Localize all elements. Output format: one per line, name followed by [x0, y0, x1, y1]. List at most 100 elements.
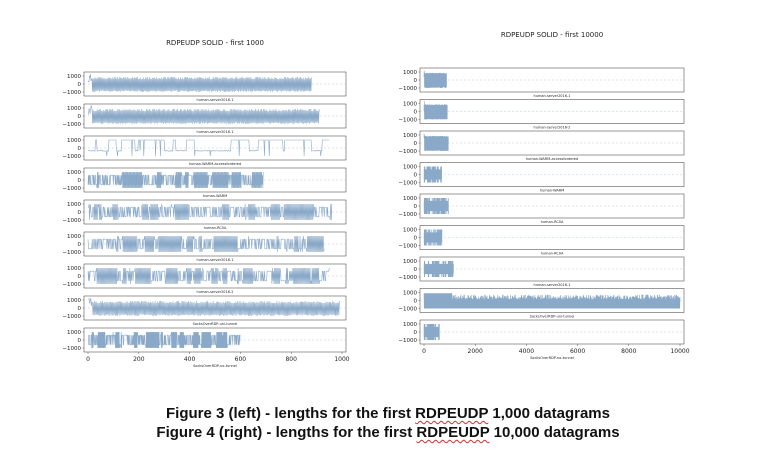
y-tick-label: −1000	[398, 307, 417, 313]
series-trace	[423, 323, 440, 341]
y-tick-label: 0	[414, 110, 418, 116]
x-tick-label: 800	[285, 356, 297, 363]
y-tick-label: −1000	[62, 250, 81, 256]
subplot-label: human-WARM-accessfordered	[189, 162, 241, 166]
y-tick-label: −1000	[62, 186, 81, 192]
y-tick-label: 1000	[67, 170, 81, 176]
subplot-9: 1000 0 −1000 0 200 400 600 800 1000 SocksOverRDP-…	[62, 327, 350, 368]
y-tick-label: 1000	[403, 228, 417, 234]
series-trace	[423, 134, 449, 151]
x-axis-label: SocksOverRDP-no-tunnel	[530, 356, 574, 360]
y-tick-label: 0	[78, 338, 82, 344]
y-tick-label: −1000	[398, 149, 417, 155]
chart-title: RDPEUDP SOLID - first 10000	[501, 31, 603, 39]
series-trace	[87, 267, 330, 285]
y-tick-label: −1000	[62, 314, 81, 320]
y-tick-label: 0	[78, 178, 82, 184]
subplot-3: 1000 0 −1000 human-WARM-accessfordered	[398, 130, 685, 161]
rdpeudp-term: RDPEUDP	[415, 405, 489, 422]
subplot-label: human-server2016-1	[197, 130, 234, 134]
y-tick-label: 1000	[67, 298, 81, 304]
series-trace	[87, 104, 320, 124]
x-tick-label: 400	[184, 356, 196, 363]
y-tick-label: 0	[78, 114, 82, 120]
figure-3-caption: Figure 3 (left) - lengths for the first …	[166, 405, 610, 422]
chart-1: RDPEUDP SOLID - first 1000 1000 0 −1000 huma…	[62, 39, 349, 368]
y-tick-label: 1000	[403, 259, 417, 265]
y-tick-label: −1000	[62, 282, 81, 288]
y-tick-label: −1000	[398, 212, 417, 218]
y-tick-label: 1000	[403, 322, 417, 328]
y-tick-label: 1000	[403, 102, 417, 108]
subplot-6: 1000 0 −1000 human-RC0A	[398, 225, 685, 256]
y-tick-label: 0	[78, 146, 82, 152]
y-tick-label: −1000	[62, 218, 81, 224]
y-tick-label: 0	[414, 204, 418, 210]
y-tick-label: 1000	[403, 165, 417, 171]
series-trace	[88, 203, 333, 221]
x-tick-label: 0	[86, 356, 90, 363]
x-axis-label: SocksOverRDP-no-tunnel	[193, 364, 237, 368]
y-tick-label: 0	[78, 306, 82, 312]
y-tick-label: 0	[414, 78, 418, 84]
y-tick-label: 0	[78, 210, 82, 216]
y-tick-label: 0	[414, 330, 418, 336]
series-trace	[423, 101, 448, 120]
y-tick-label: −1000	[62, 122, 81, 128]
series-trace	[423, 229, 443, 246]
subplot-label: SocksOverRDP-uni-tunnel	[193, 322, 238, 326]
subplot-label: human-RC0A	[541, 220, 564, 224]
y-tick-label: 0	[414, 299, 418, 305]
y-tick-label: −1000	[398, 275, 417, 281]
subplot-label: human-server2016-1	[534, 283, 571, 287]
y-tick-label: 1000	[403, 291, 417, 297]
subplot-3: 1000 0 −1000 human-WARM-accessfordered	[62, 135, 347, 166]
subplot-label: human-server2016-1	[197, 98, 234, 102]
subplot-8: 1000 0 −1000 SocksOverRDP-uni-tunnel	[62, 295, 347, 326]
rdpeudp-term: RDPEUDP	[416, 424, 490, 441]
y-tick-label: 1000	[67, 74, 81, 80]
y-tick-label: −1000	[62, 90, 81, 96]
y-tick-label: 1000	[403, 196, 417, 202]
subplot-4: 1000 0 −1000 human-WARM	[398, 162, 685, 193]
series-trace	[423, 293, 681, 309]
x-tick-label: 8000	[621, 348, 636, 355]
subplot-label: human-RC0A	[541, 252, 564, 256]
series-trace	[423, 166, 442, 183]
series-trace	[423, 70, 447, 89]
x-tick-label: 4000	[519, 348, 534, 355]
series-trace	[87, 171, 264, 189]
chart-2: RDPEUDP SOLID - first 1000010000−1000hum…	[398, 31, 689, 360]
subplot-label: human-server2016-2	[197, 290, 234, 294]
y-tick-label: 1000	[67, 138, 81, 144]
subplot-5: 1000 0 −1000 human-RC0A	[62, 199, 347, 230]
subplot-5: 1000 0 −1000 human-RC0A	[398, 193, 685, 224]
y-tick-label: −1000	[398, 181, 417, 187]
subplot-label: human-WARM-accessfordered	[526, 157, 578, 161]
y-tick-label: −1000	[398, 86, 417, 92]
y-tick-label: 1000	[67, 106, 81, 112]
subplot-7: 1000 0 −1000 human-server2016-2	[62, 263, 347, 294]
y-tick-label: 0	[414, 267, 418, 273]
subplot-7: 1000 0 −1000 human-server2016-1	[398, 256, 685, 287]
subplot-label: human-WARM	[540, 189, 564, 193]
y-tick-label: −1000	[398, 338, 417, 344]
y-tick-label: 1000	[67, 202, 81, 208]
x-tick-label: 600	[235, 356, 247, 363]
y-tick-label: 1000	[67, 266, 81, 272]
x-tick-label: 10000	[670, 348, 689, 355]
subplot-label: human-RC0A	[204, 226, 227, 230]
y-tick-label: 0	[414, 173, 418, 179]
figure-4-caption: Figure 4 (right) - lengths for the first…	[156, 424, 620, 441]
subplot-1: 1000 0 −1000 human-server2016-1	[62, 71, 347, 102]
x-tick-label: 6000	[570, 348, 585, 355]
y-tick-label: −1000	[62, 154, 81, 160]
series-trace	[423, 197, 449, 215]
series-trace	[87, 297, 340, 317]
y-tick-label: 1000	[67, 330, 81, 336]
y-tick-label: 0	[78, 274, 82, 280]
series-trace	[87, 235, 325, 253]
x-tick-label: 200	[133, 356, 145, 363]
subplot-4: 1000 0 −1000 human-WARM	[62, 167, 347, 198]
subplot-1: 1000 0 −1000 human-server2016-1	[398, 67, 685, 98]
